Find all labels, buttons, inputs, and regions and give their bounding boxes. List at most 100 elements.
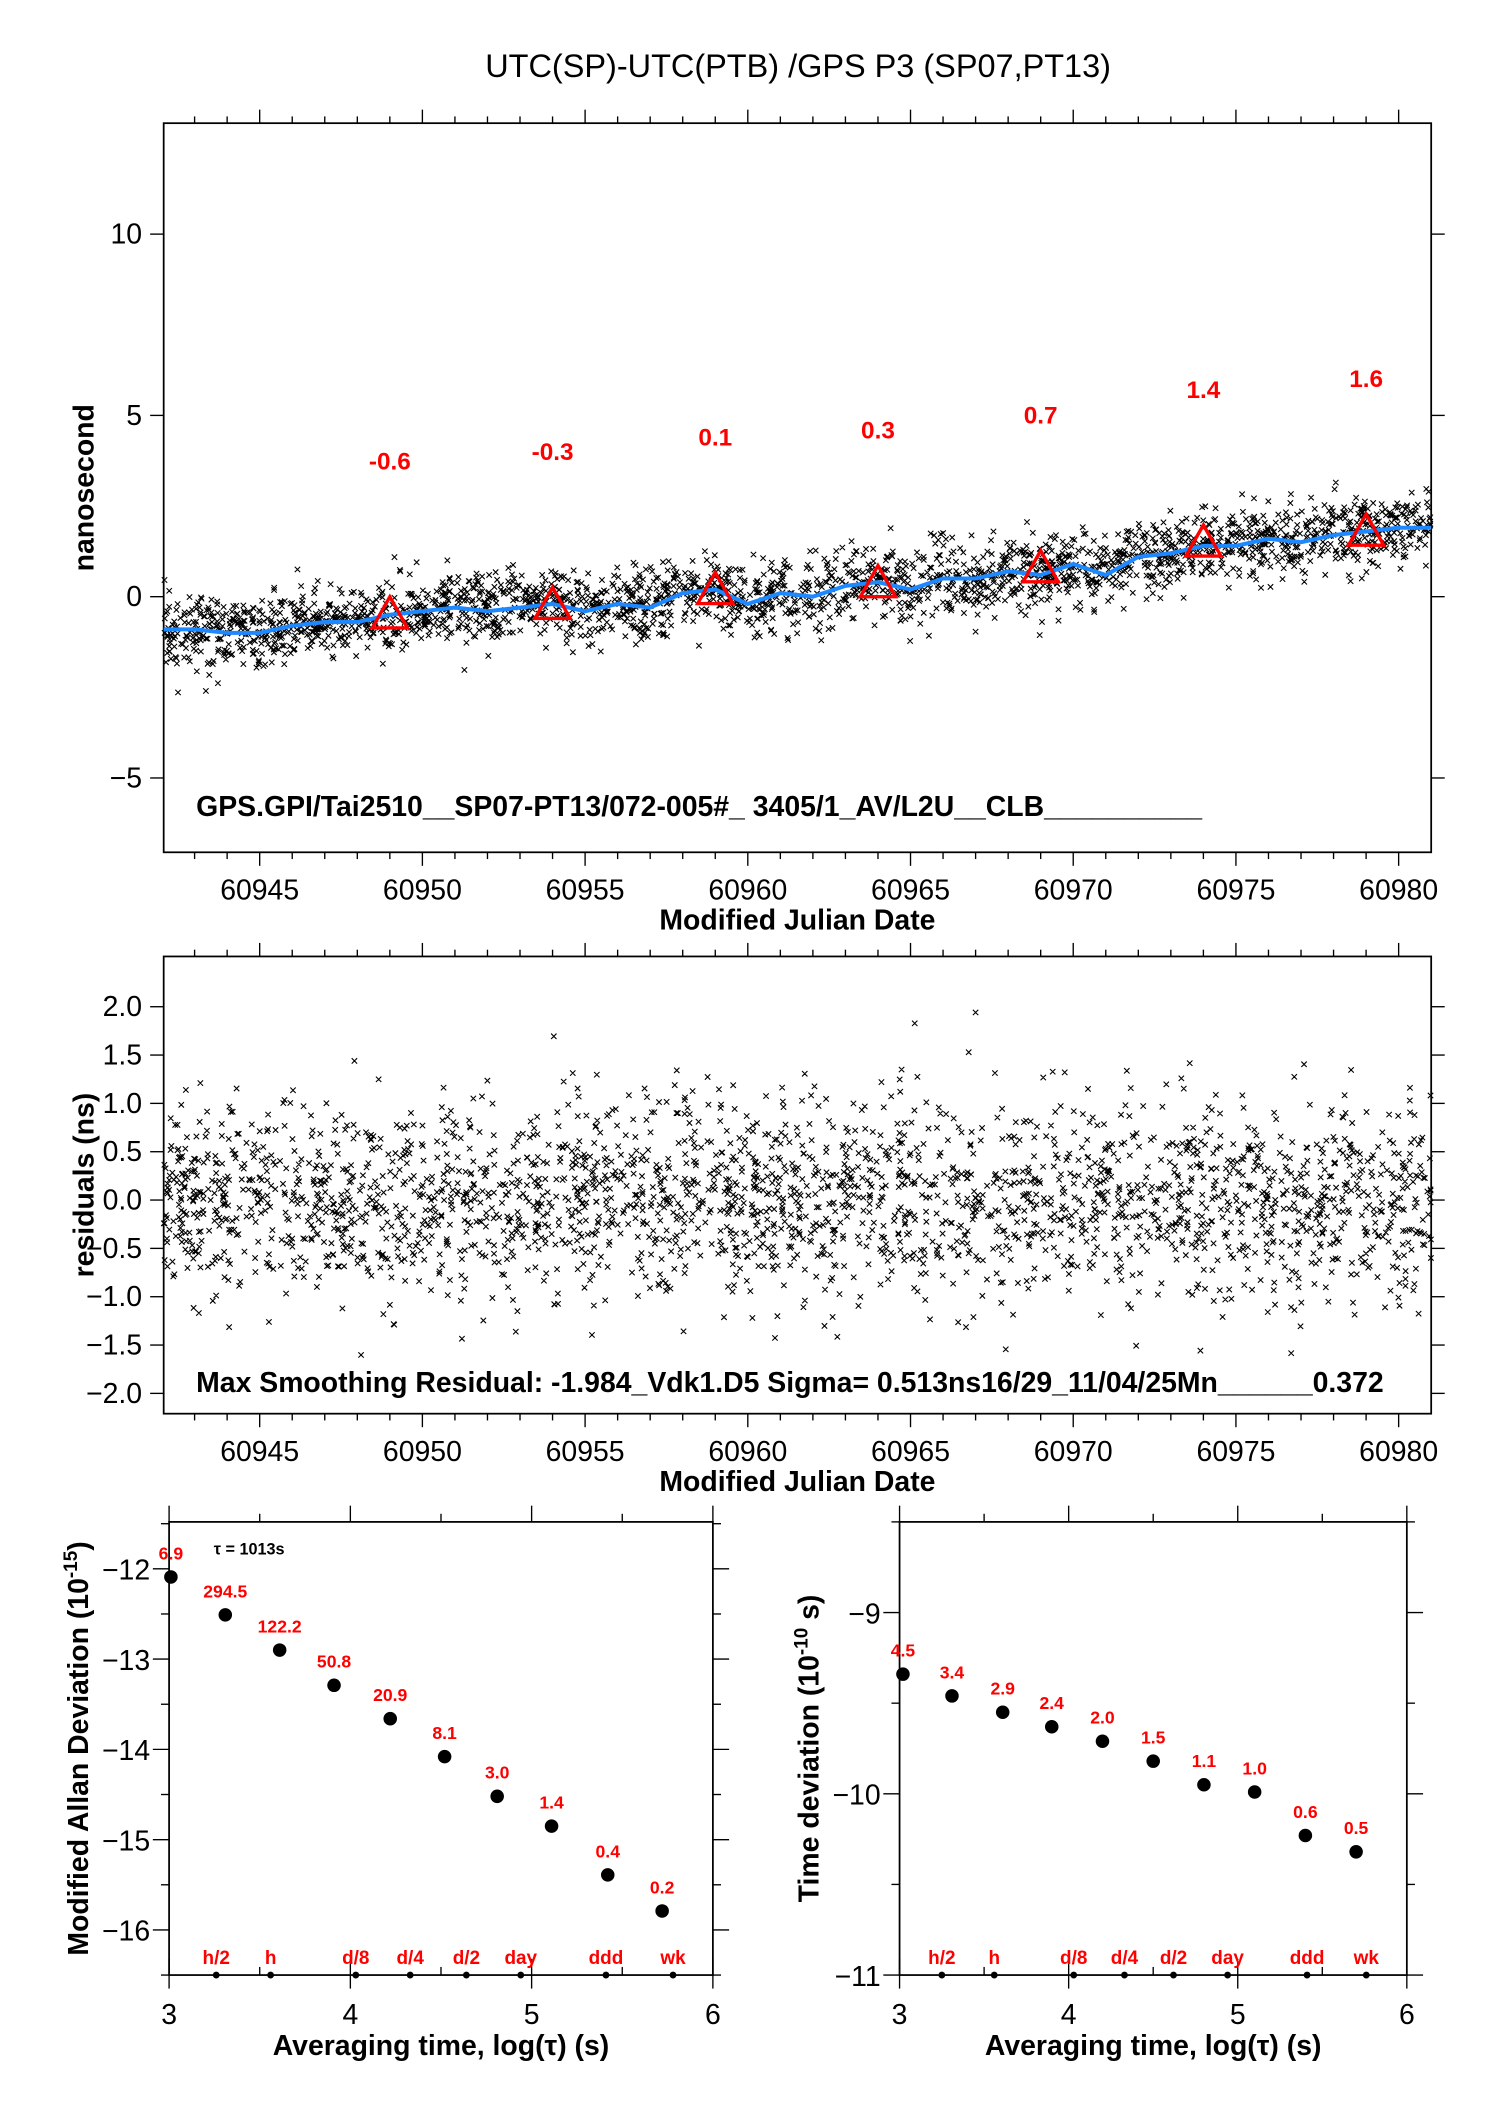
- data-label: 0.4: [596, 1841, 621, 1861]
- y-tick-label: 1.5: [103, 1040, 142, 1072]
- data-point: [1298, 1828, 1313, 1843]
- plot-frame: [162, 955, 1433, 1415]
- x-tick-label: 60975: [1196, 875, 1275, 907]
- data-point: [272, 1643, 287, 1657]
- data-point: [1146, 1754, 1160, 1768]
- y-tick-label: −14: [102, 1735, 150, 1767]
- x-tick-label: 60965: [871, 875, 950, 907]
- allan-deviation-plot: 3 4 5 6 −16 −15 −14 −13 −12 Averaging time, log(τ…: [61, 1505, 730, 2062]
- triangle-label: 1.4: [1186, 377, 1220, 404]
- data-point: [995, 1705, 1010, 1719]
- x-tick-label: 60975: [1196, 1436, 1275, 1468]
- x-tick-label: 60970: [1034, 1436, 1113, 1468]
- plot-frame: [162, 122, 1433, 854]
- data-label: 122.2: [258, 1616, 302, 1636]
- time-marker-label: d/8: [342, 1948, 369, 1969]
- y-tick-label: −5: [110, 762, 142, 794]
- plot-annotation: Max Smoothing Residual: -1.984_Vdk1.D5 S…: [196, 1367, 1384, 1399]
- time-marker-label: d/8: [1060, 1948, 1087, 1969]
- time-marker-label: h/2: [928, 1948, 955, 1969]
- y-tick-label: −11: [835, 1961, 881, 1993]
- x-tick-label: 6: [1399, 1999, 1415, 2031]
- data-label: 3.4: [940, 1662, 965, 1682]
- y-axis-label: Time deviation (10-10 s): [792, 1595, 826, 1903]
- tau-note: τ = 1013s: [214, 1540, 285, 1558]
- triangle-label: 0.1: [698, 424, 732, 451]
- x-tick-label: 3: [161, 1999, 177, 2031]
- time-marker: [1362, 1971, 1370, 1979]
- data-label: 2.4: [1040, 1693, 1065, 1713]
- time-marker-label: day: [1211, 1948, 1244, 1969]
- data-label: 8.1: [432, 1723, 457, 1743]
- triangle-marker: [532, 583, 574, 621]
- y-tick-label: 10: [110, 219, 142, 251]
- x-axis-label: Averaging time, log(τ) (s): [273, 2030, 610, 2062]
- x-tick-label: 5: [1230, 1999, 1246, 2031]
- data-label: 1.0: [1242, 1758, 1267, 1778]
- data-label: 50.8: [317, 1652, 351, 1672]
- time-deviation-plot: 3 4 5 6 −11 −10 −9 Averaging time, log(τ) (s) Ti…: [792, 1505, 1424, 2062]
- scatter-points: [160, 1009, 1435, 1359]
- data-label: 6.9: [159, 1543, 184, 1563]
- y-tick-label: −16: [102, 1916, 150, 1948]
- data-label: 294.5: [203, 1581, 247, 1601]
- y-tick-label: −2.0: [86, 1378, 142, 1410]
- time-marker: [602, 1971, 610, 1979]
- x-tick-label: 60955: [546, 1436, 625, 1468]
- time-marker-label: d/4: [1111, 1948, 1139, 1969]
- x-tick-label: 4: [1061, 1999, 1077, 2031]
- triangle-marker: [1182, 521, 1224, 558]
- chart-title: UTC(SP)-UTC(PTB) /GPS P3 (SP07,PT13): [485, 48, 1111, 84]
- data-label: 0.2: [650, 1877, 675, 1897]
- triangle-label: -0.6: [369, 449, 411, 476]
- y-tick-label: −1.0: [86, 1281, 142, 1313]
- y-tick-label: −15: [102, 1825, 150, 1857]
- x-tick-label: 5: [524, 1999, 540, 2031]
- plot-frame: [168, 1521, 714, 1976]
- x-tick-label: 60970: [1034, 875, 1113, 907]
- time-difference-plot: 60945 60950 60955 60960 60965 60970 60975 60980…: [68, 109, 1445, 936]
- time-marker: [1224, 1971, 1231, 1979]
- data-point: [1197, 1777, 1211, 1792]
- triangle-marker: [369, 593, 411, 630]
- y-axis-label: nanosecond: [68, 404, 100, 571]
- time-marker: [938, 1971, 946, 1979]
- data-point: [327, 1678, 341, 1693]
- data-point: [600, 1868, 615, 1882]
- triangle-label: 1.6: [1349, 366, 1383, 393]
- x-tick-label: 3: [892, 1999, 908, 2031]
- time-marker: [517, 1971, 525, 1979]
- smoothed-curve: [163, 525, 1432, 635]
- time-marker-label: d/2: [1160, 1948, 1187, 1969]
- time-marker: [1303, 1971, 1311, 1979]
- residuals-plot: 60945 60950 60955 60960 60965 60970 60975 60980…: [68, 942, 1445, 1498]
- data-label: 1.4: [539, 1793, 564, 1813]
- x-tick-label: 60980: [1359, 1436, 1438, 1468]
- scatter-points: [161, 479, 1434, 696]
- x-tick-label: 6: [705, 1999, 721, 2031]
- time-marker: [1170, 1971, 1177, 1979]
- triangle-marker: [1345, 510, 1387, 547]
- time-marker-label: h: [988, 1948, 1000, 1969]
- data-point: [383, 1711, 397, 1726]
- y-tick-label: 0.5: [103, 1136, 142, 1168]
- time-marker: [669, 1971, 677, 1979]
- triangle-label: 0.7: [1024, 403, 1058, 430]
- data-label: 20.9: [373, 1685, 407, 1705]
- time-marker: [212, 1971, 220, 1979]
- plot-frame: [898, 1521, 1408, 1976]
- data-point: [1044, 1719, 1059, 1734]
- time-marker: [267, 1971, 274, 1979]
- x-tick-label: 60960: [708, 875, 787, 907]
- data-point: [437, 1749, 452, 1764]
- y-tick-label: 0.0: [103, 1185, 142, 1217]
- x-tick-label: 60980: [1359, 875, 1438, 907]
- time-marker-label: ddd: [589, 1948, 624, 1969]
- x-axis-label: Modified Julian Date: [659, 904, 935, 936]
- y-axis-label: Modified Allan Deviation (10-15): [61, 1541, 95, 1955]
- y-axis-label: residuals (ns): [68, 1093, 100, 1278]
- time-marker: [1121, 1971, 1128, 1979]
- data-point: [218, 1608, 233, 1622]
- data-point: [544, 1819, 559, 1833]
- y-tick-label: 2.0: [103, 991, 142, 1023]
